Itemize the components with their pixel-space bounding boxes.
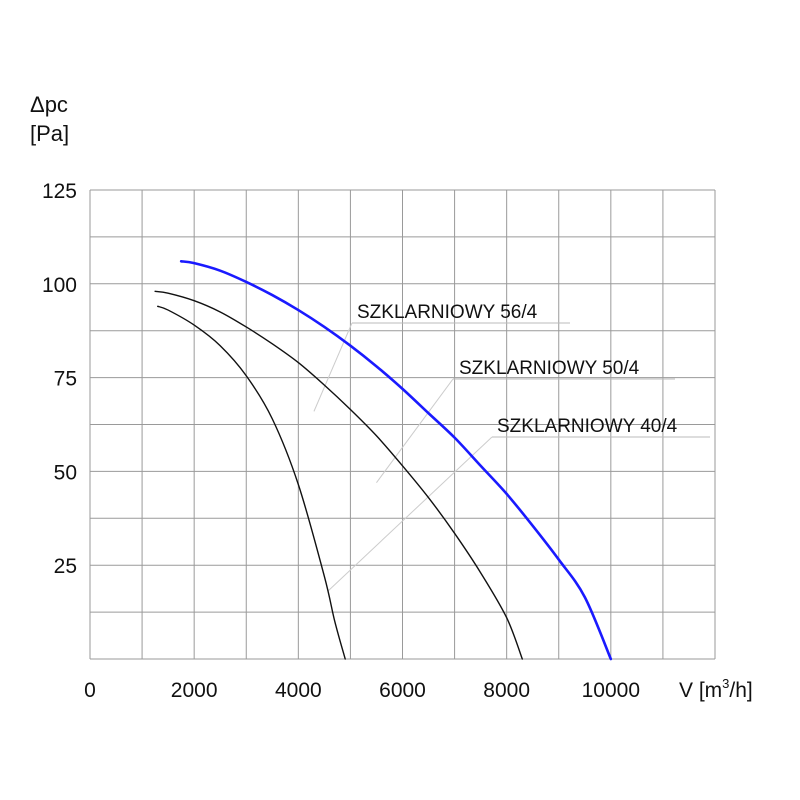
series-line-szklarniowy-50-4 [154, 290, 523, 660]
annotation-leader-line [376, 378, 454, 483]
curve-label-40: SZKLARNIOWY 40/4 [497, 416, 678, 437]
series-line-szklarniowy-56-4 [179, 259, 613, 661]
y-tick-label: 50 [54, 461, 77, 484]
curve-label-56: SZKLARNIOWY 56/4 [357, 302, 538, 323]
x-tick-label: 6000 [379, 679, 426, 702]
x-tick-label: 10000 [582, 679, 640, 702]
x-tick-label: 4000 [275, 679, 322, 702]
x-axis-label-main: V [m [679, 679, 722, 702]
series-line-szklarniowy-40-4 [157, 305, 346, 660]
annotation-leader-line [327, 436, 493, 592]
tick-labels: 0 2000 4000 6000 8000 10000 25 50 75 100 125 [42, 180, 640, 702]
x-tick-label: 0 [84, 679, 96, 702]
y-tick-label: 125 [42, 180, 77, 203]
x-tick-label: 8000 [483, 679, 530, 702]
x-axis-label-tail: /h] [729, 679, 752, 702]
y-tick-label: 25 [54, 555, 77, 578]
x-axis-label: V [m3/h] [679, 676, 753, 702]
x-tick-label: 2000 [171, 679, 218, 702]
annotation-leader-line [313, 322, 353, 412]
y-axis-label-quantity: Δpc [30, 92, 68, 117]
y-tick-label: 100 [42, 274, 77, 297]
annotation-leaders [313, 322, 493, 592]
curve-label-50: SZKLARNIOWY 50/4 [459, 358, 640, 379]
series-lines [154, 259, 613, 661]
y-tick-label: 75 [54, 368, 77, 391]
y-axis-label-unit: [Pa] [30, 121, 69, 146]
x-axis-label-superscript: 3 [722, 676, 729, 691]
